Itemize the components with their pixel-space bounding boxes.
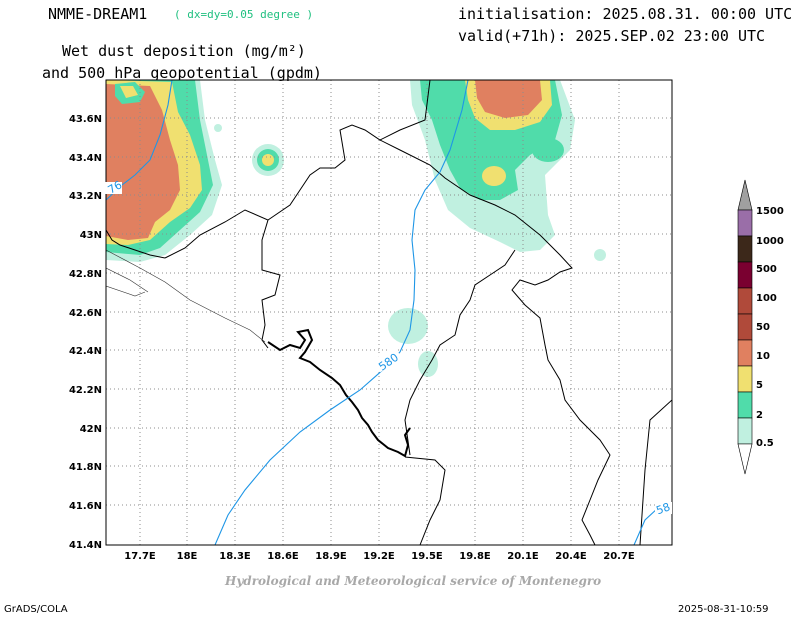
lat-label: 42.6N <box>69 308 102 319</box>
legend-swatch <box>737 287 753 315</box>
border-bih-serbia-north <box>267 80 431 221</box>
map-frame <box>105 79 673 546</box>
lat-label: 41.4N <box>69 540 102 551</box>
border-montenegro-albania <box>404 249 516 456</box>
lon-label: 17.7E <box>124 551 156 562</box>
lon-label: 19.8E <box>459 551 491 562</box>
country-borders <box>106 80 672 545</box>
contour-label-58: 58 <box>654 500 672 517</box>
lon-label: 19.5E <box>411 551 443 562</box>
dust-area-northwest <box>106 80 222 262</box>
legend-label: 2 <box>756 410 763 421</box>
legend-label: 0.5 <box>756 438 774 449</box>
contour-labels: 76 580 58 <box>104 178 672 517</box>
lon-label: 20.1E <box>507 551 539 562</box>
border-albania-kosovo <box>639 399 672 545</box>
lon-label: 20.4E <box>555 551 587 562</box>
map-title-line1: Wet dust deposition (mg/m²) <box>62 42 306 60</box>
dust-area-northeast <box>388 80 606 377</box>
map-gridlines <box>106 80 672 545</box>
lat-label: 41.6N <box>69 501 102 512</box>
legend-swatch <box>737 313 753 341</box>
model-name: NMME-DREAM1 <box>48 5 148 23</box>
dust-spot-small <box>214 124 284 176</box>
model-resolution: ( dx=dy=0.05 degree ) <box>174 8 314 21</box>
border-albania-coast <box>404 456 446 545</box>
contour-label-576: 76 <box>106 178 125 196</box>
legend-label: 1500 <box>756 206 784 217</box>
lat-label: 43N <box>80 230 102 241</box>
valid-time: valid(+71h): 2025.SEP.02 23:00 UTC <box>458 27 766 45</box>
legend-swatch <box>737 417 753 445</box>
italy-coast-ghost <box>106 249 266 343</box>
legend-bottom-arrow <box>737 443 753 475</box>
color-scale-legend: 1500 1000 500 100 50 10 5 2 0.5 <box>737 179 784 475</box>
legend-swatch <box>737 339 753 367</box>
lon-label: 18.6E <box>267 551 299 562</box>
dust-deposition-field <box>106 80 606 377</box>
legend-label: 50 <box>756 322 770 333</box>
longitude-axis: 17.7E 18E 18.3E 18.6E 18.9E 19.2E 19.5E … <box>124 551 635 562</box>
render-timestamp: 2025-08-31-10:59 <box>678 604 769 615</box>
service-credit: Hydrological and Meteorological service … <box>225 574 602 588</box>
legend-label: 100 <box>756 293 777 304</box>
legend-label: 5 <box>756 380 763 391</box>
legend-swatch <box>737 261 753 289</box>
lon-label: 18.3E <box>219 551 251 562</box>
lat-label: 43.6N <box>69 114 102 125</box>
initialisation-time: initialisation: 2025.08.31. 00:00 UTC <box>458 5 793 23</box>
lat-label: 43.4N <box>69 153 102 164</box>
border-montenegro-serbia <box>379 139 611 545</box>
lon-label: 20.7E <box>603 551 635 562</box>
lat-label: 42.2N <box>69 385 102 396</box>
lat-label: 43.2N <box>69 191 102 202</box>
lat-label: 42.8N <box>69 269 102 280</box>
coastline-croatia <box>106 229 166 259</box>
software-credit: GrADS/COLA <box>4 604 68 615</box>
legend-swatch <box>737 235 753 263</box>
legend-label: 1000 <box>756 236 784 247</box>
border-bih-montenegro <box>164 209 281 349</box>
legend-swatch <box>737 365 753 393</box>
lon-label: 19.2E <box>363 551 395 562</box>
lon-label: 18.9E <box>315 551 347 562</box>
contour-580 <box>214 80 469 545</box>
legend-label: 500 <box>756 264 777 275</box>
legend-swatch <box>737 391 753 419</box>
latitude-axis: 43.6N 43.4N 43.2N 43N 42.8N 42.6N 42.4N … <box>69 114 102 551</box>
legend-top-arrow <box>737 179 753 211</box>
map-title-line2: and 500 hPa geopotential (gpdm) <box>42 64 322 82</box>
legend-swatch <box>737 209 753 237</box>
legend-label: 10 <box>756 351 770 362</box>
montenegro-coastline <box>267 328 411 458</box>
lon-label: 18E <box>177 551 198 562</box>
lat-label: 42.4N <box>69 346 102 357</box>
lat-label: 41.8N <box>69 462 102 473</box>
lat-label: 42N <box>80 424 102 435</box>
